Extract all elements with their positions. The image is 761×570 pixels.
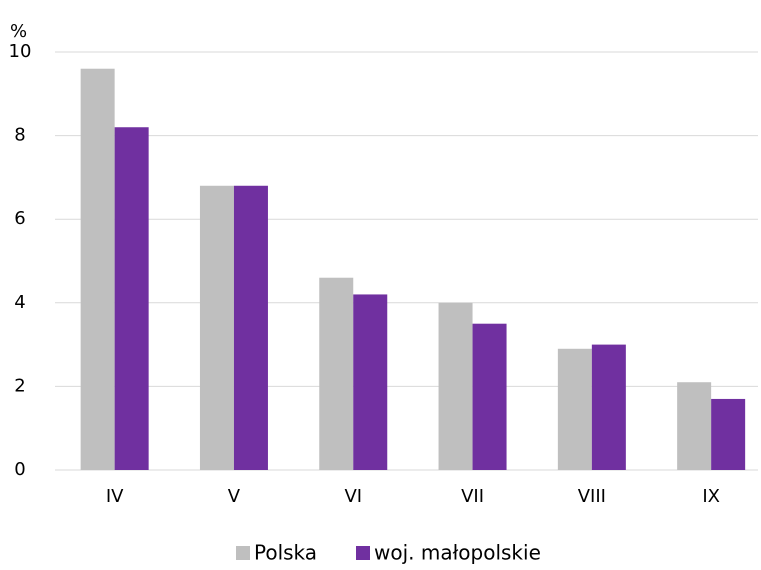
x-tick-label: IX bbox=[702, 486, 720, 507]
bar bbox=[233, 185, 268, 470]
legend-swatch bbox=[236, 546, 250, 560]
y-axis-label: % bbox=[10, 21, 27, 42]
y-tick-label: 6 bbox=[14, 208, 25, 229]
legend-label: Polska bbox=[254, 541, 317, 565]
bar bbox=[80, 68, 115, 470]
y-tick-label: 8 bbox=[14, 125, 25, 146]
bar bbox=[557, 348, 592, 470]
legend-label: woj. małopolskie bbox=[374, 541, 541, 565]
y-tick-label: 2 bbox=[14, 375, 25, 396]
x-tick-label: V bbox=[228, 486, 241, 507]
legend-swatch bbox=[356, 546, 370, 560]
y-tick-label: 4 bbox=[14, 292, 25, 313]
bar bbox=[199, 185, 234, 470]
bar bbox=[472, 323, 507, 470]
bar bbox=[711, 398, 746, 470]
x-tick-label: VI bbox=[344, 486, 362, 507]
bar bbox=[438, 302, 473, 470]
bar bbox=[677, 382, 712, 470]
x-tick-label: VII bbox=[461, 486, 484, 507]
bar bbox=[319, 277, 354, 470]
bar bbox=[353, 294, 388, 470]
y-tick-label: 10 bbox=[9, 41, 32, 62]
y-tick-label: 0 bbox=[14, 459, 25, 480]
x-tick-label: VIII bbox=[578, 486, 606, 507]
x-tick-label: IV bbox=[106, 486, 124, 507]
bar bbox=[114, 127, 149, 471]
bar bbox=[591, 344, 626, 470]
